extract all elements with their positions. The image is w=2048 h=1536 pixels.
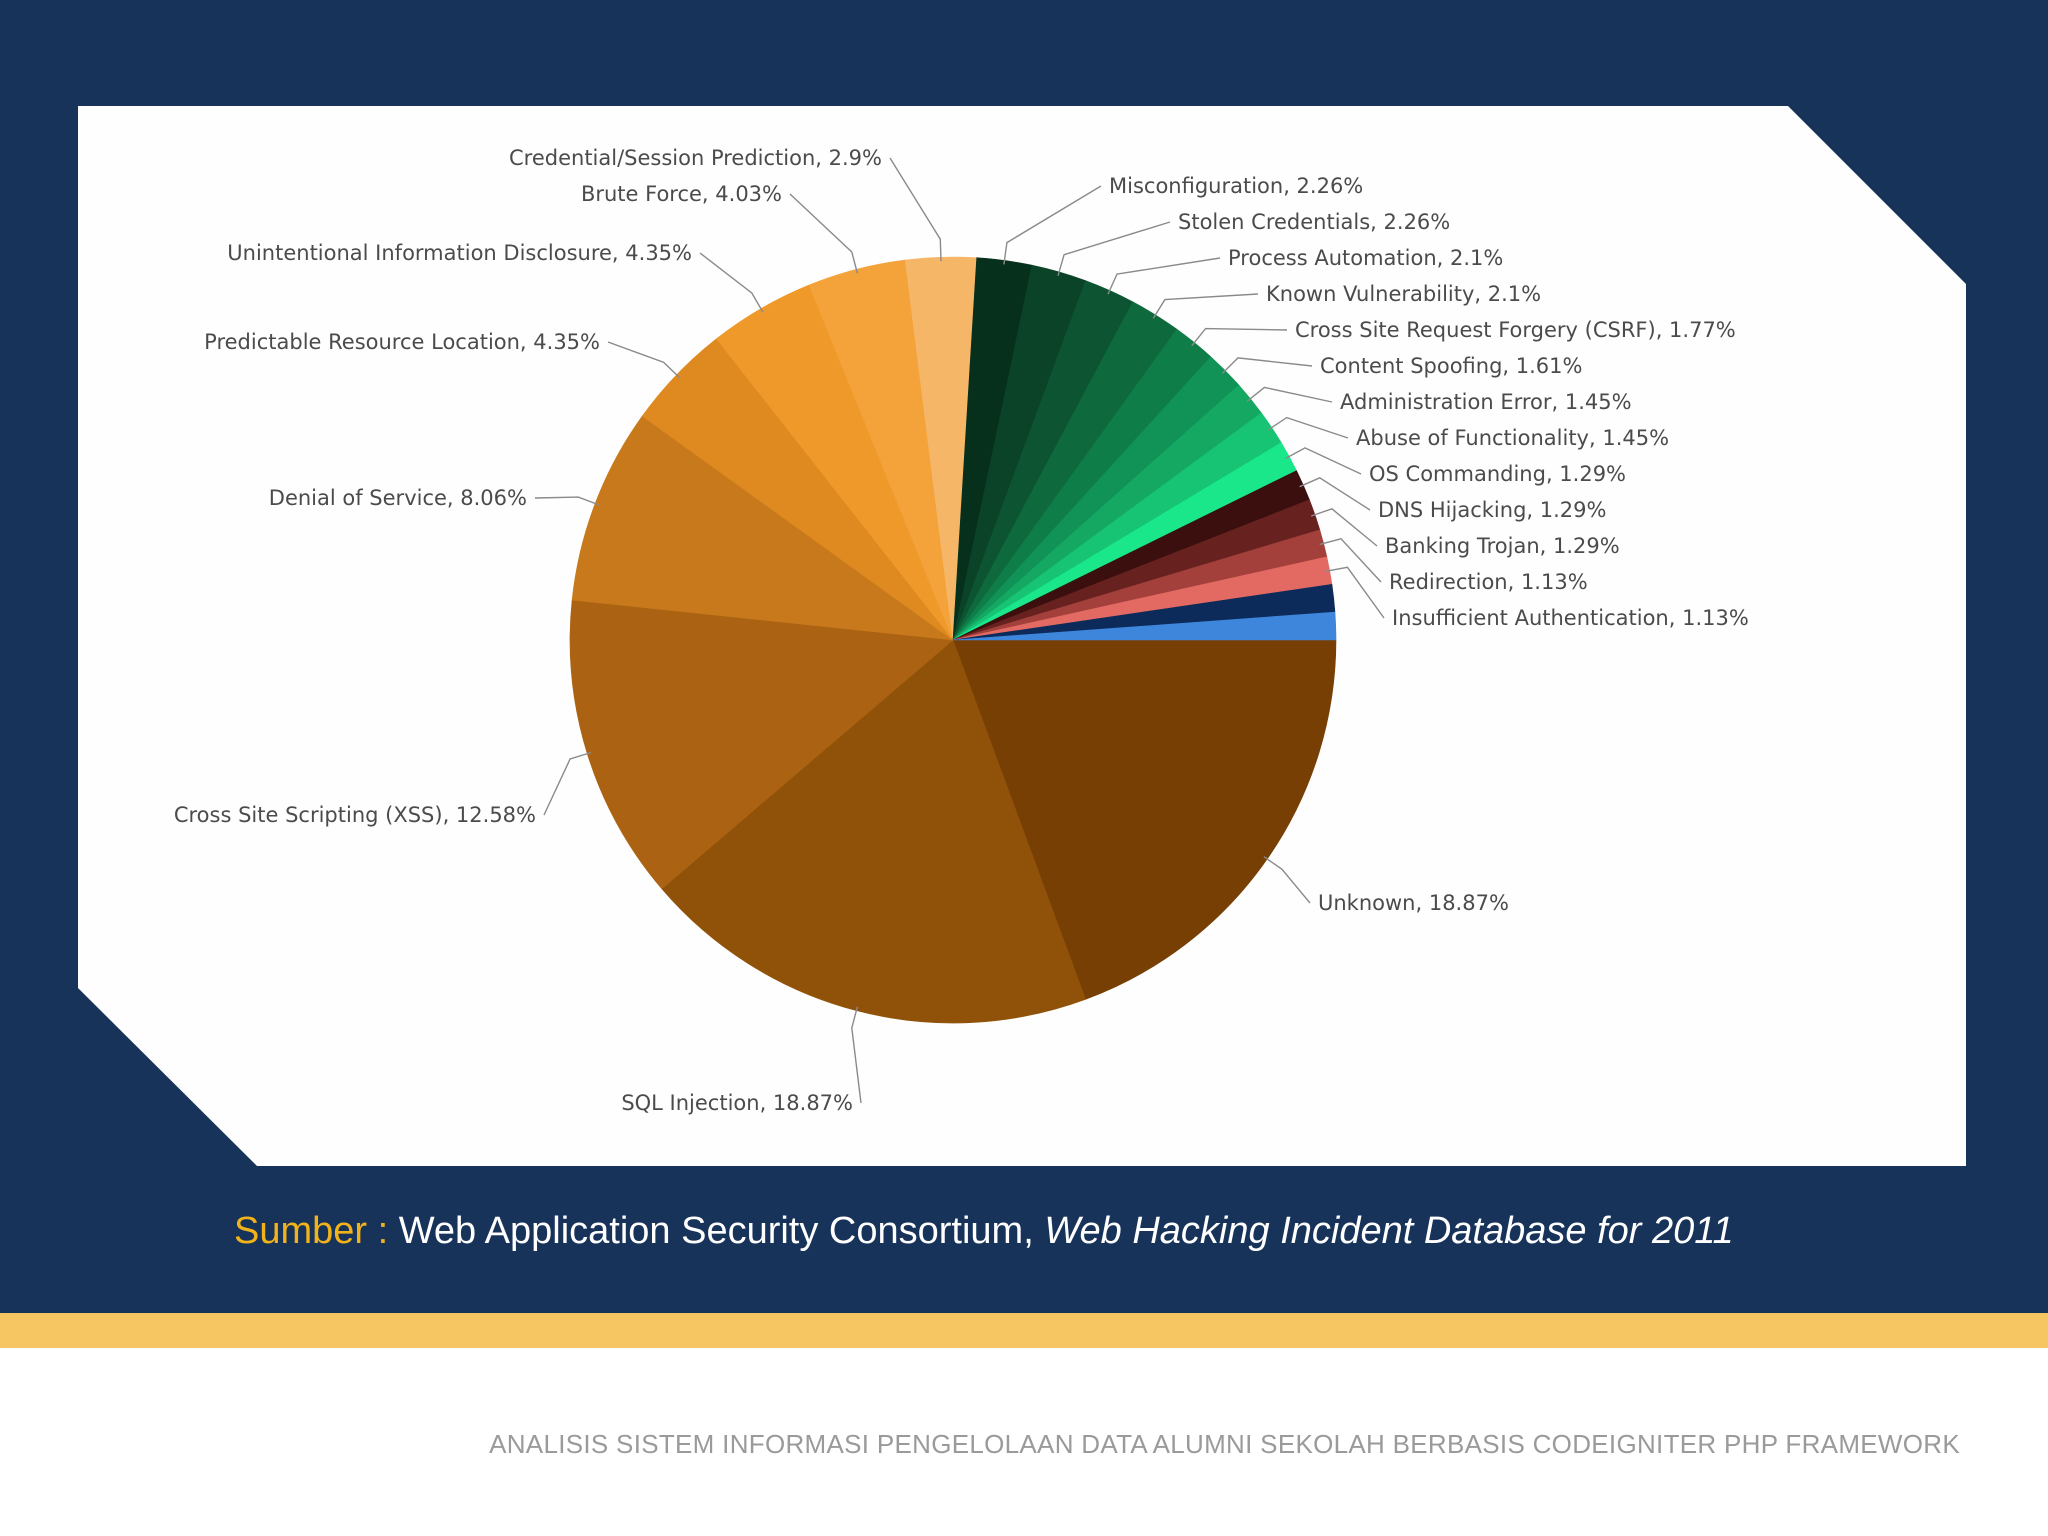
leader-line: [1107, 257, 1221, 295]
leader-line: [851, 1006, 862, 1104]
leader-line: [1221, 357, 1313, 374]
slice-label: Credential/Session Prediction, 2.9%: [509, 146, 882, 170]
source-publisher: Web Application Security Consortium,: [398, 1210, 1034, 1252]
leader-line: [889, 157, 942, 262]
leader-line: [789, 193, 859, 274]
leader-line: [1285, 447, 1362, 475]
source-citation: Sumber : Web Application Security Consor…: [234, 1210, 1884, 1253]
slice-label: Brute Force, 4.03%: [581, 182, 782, 206]
leader-line: [1319, 538, 1382, 583]
leader-line: [1057, 221, 1171, 276]
leader-line: [1299, 477, 1371, 511]
pie-slice-unlabeled-22: [952, 611, 1337, 641]
slice-label: Content Spoofing, 1.61%: [1320, 354, 1582, 378]
leader-line: [1246, 386, 1333, 403]
leader-line: [1003, 185, 1102, 265]
slice-label: Unknown, 18.87%: [1318, 891, 1509, 915]
slice-label: Predictable Resource Location, 4.35%: [204, 330, 600, 354]
source-publication: Web Hacking Incident Database for 2011: [1044, 1210, 1734, 1252]
leader-line: [1310, 508, 1378, 547]
pie-slices: [569, 256, 1337, 1024]
leader-lines: [534, 157, 1385, 1104]
leader-line: [699, 252, 764, 313]
slice-label: Insufficient Authentication, 1.13%: [1392, 606, 1749, 630]
leader-line: [1191, 327, 1288, 347]
slice-label: Redirection, 1.13%: [1389, 570, 1588, 594]
slice-label: Misconfiguration, 2.26%: [1109, 174, 1363, 198]
leader-line: [1152, 293, 1259, 319]
slice-label: Known Vulnerability, 2.1%: [1266, 282, 1541, 306]
leader-line: [1267, 416, 1349, 439]
slice-label: DNS Hijacking, 1.29%: [1378, 498, 1606, 522]
slice-label: Cross Site Request Forgery (CSRF), 1.77%: [1295, 318, 1736, 342]
slice-label: Denial of Service, 8.06%: [269, 486, 527, 510]
leader-line: [607, 341, 680, 379]
leader-line: [1325, 566, 1385, 619]
slice-label: Administration Error, 1.45%: [1340, 390, 1632, 414]
slice-label: Cross Site Scripting (XSS), 12.58%: [174, 803, 536, 827]
slice-label: Process Automation, 2.1%: [1228, 246, 1503, 270]
slice-label: Stolen Credentials, 2.26%: [1178, 210, 1450, 234]
gold-stripe: [0, 1313, 2048, 1348]
footer-title: ANALISIS SISTEM INFORMASI PENGELOLAAN DA…: [489, 1429, 1960, 1459]
leader-line: [534, 496, 600, 506]
slice-label: SQL Injection, 18.87%: [621, 1091, 853, 1115]
slice-label: Unintentional Information Disclosure, 4.…: [227, 241, 692, 265]
slice-label: OS Commanding, 1.29%: [1369, 462, 1626, 486]
source-prefix: Sumber :: [234, 1210, 389, 1252]
slice-label: Banking Trojan, 1.29%: [1385, 534, 1620, 558]
leader-line: [1263, 856, 1311, 904]
leader-line: [543, 751, 592, 816]
slice-label: Abuse of Functionality, 1.45%: [1356, 426, 1669, 450]
slice-labels: Unknown, 18.87% SQL Injection, 18.87% Cros…: [174, 146, 1749, 1115]
